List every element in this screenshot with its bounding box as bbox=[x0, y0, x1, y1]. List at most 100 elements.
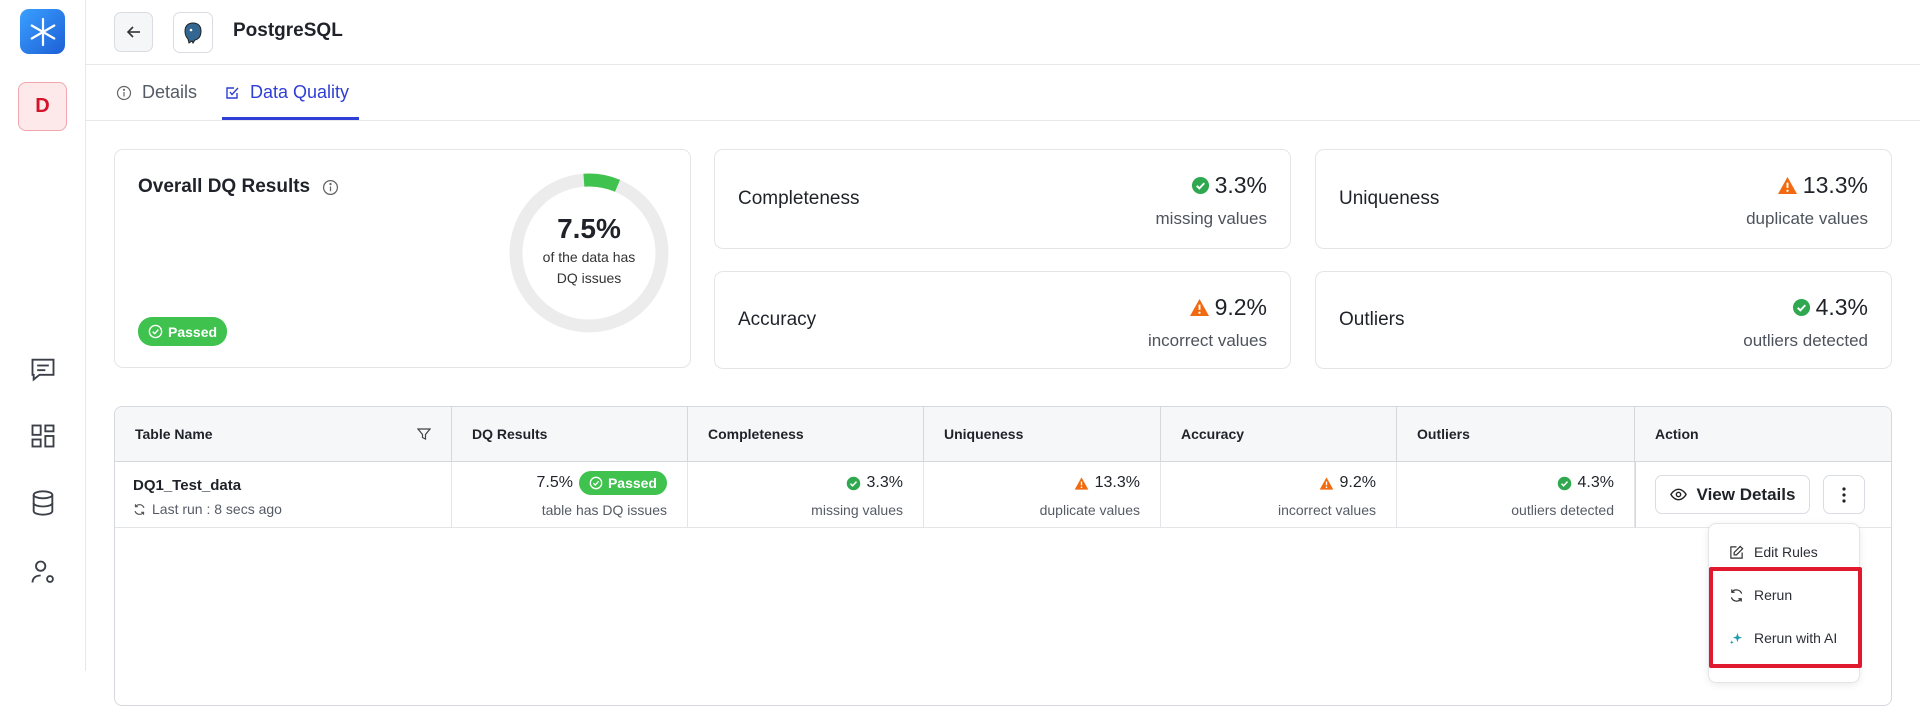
app: D PostgreSQL Details Data Quality Overal… bbox=[18, 0, 1920, 706]
shape bbox=[1796, 304, 1806, 312]
tab[interactable]: Data Quality bbox=[224, 82, 349, 103]
view-details-button[interactable]: View Details bbox=[1655, 475, 1810, 514]
column-header: Outliers bbox=[1397, 407, 1635, 462]
metric-value-wrap: 3.3% bbox=[1191, 172, 1267, 199]
table-cell: 13.3% duplicate values bbox=[924, 462, 1161, 528]
shape bbox=[32, 494, 54, 516]
menu-item[interactable]: Rerun bbox=[1729, 584, 1792, 606]
table-name: DQ1_Test_data bbox=[133, 477, 242, 494]
metric-card: Uniqueness 13.3% duplicate values bbox=[1315, 149, 1892, 249]
shape bbox=[1842, 492, 1846, 497]
shape bbox=[1080, 485, 1082, 488]
table-cell: 9.2% incorrect values bbox=[1161, 462, 1397, 528]
column-label: Completeness bbox=[708, 426, 804, 442]
shape bbox=[417, 428, 431, 440]
metric-value-wrap: 13.3% bbox=[1074, 474, 1140, 492]
menu-label: Rerun bbox=[1754, 587, 1793, 603]
action-menu: Edit Rules Rerun Rerun with AI bbox=[1708, 523, 1860, 683]
dashboard-icon[interactable] bbox=[29, 422, 57, 450]
overall-caption: of the data has DQ issues bbox=[542, 249, 636, 286]
shape bbox=[44, 424, 55, 433]
metric-card: Completeness 3.3% missing values bbox=[714, 149, 1291, 249]
metric-card: Outliers 4.3% outliers detected bbox=[1315, 271, 1892, 369]
status-text: Passed bbox=[168, 323, 218, 340]
metric-value: 9.2% bbox=[1339, 474, 1376, 491]
metric-name: Completeness bbox=[738, 188, 860, 209]
column-header: Uniqueness bbox=[924, 407, 1161, 462]
column-header: Completeness bbox=[688, 407, 924, 462]
table-cell: View Details bbox=[1635, 462, 1891, 528]
shape bbox=[1731, 588, 1735, 593]
warn-icon bbox=[1189, 298, 1209, 317]
metric-caption: outliers detected bbox=[1743, 331, 1868, 350]
metric-value-wrap: 4.3% bbox=[1792, 294, 1868, 321]
avatar[interactable]: D bbox=[18, 82, 67, 131]
check-icon bbox=[148, 324, 163, 339]
kebab-icon bbox=[1842, 486, 1846, 503]
donut-arc bbox=[509, 173, 669, 333]
menu-item[interactable]: Edit Rules bbox=[1729, 541, 1818, 563]
shape bbox=[44, 435, 55, 448]
user-settings-icon[interactable] bbox=[29, 558, 57, 586]
shape bbox=[1786, 189, 1789, 192]
shape bbox=[229, 87, 239, 96]
shape bbox=[1557, 476, 1571, 490]
shape bbox=[30, 17, 55, 46]
column-header: Table Name bbox=[115, 407, 452, 462]
last-run-text: Last run : 8 secs ago bbox=[152, 501, 282, 517]
overall-card: Overall DQ Results 7.5% of the data has … bbox=[114, 149, 691, 368]
metric-value-wrap: 3.3% bbox=[846, 474, 903, 492]
metric-caption: incorrect values bbox=[1147, 331, 1267, 350]
metric-caption: duplicate values bbox=[1746, 209, 1868, 228]
page: Data Quality {"header": {"title": "Postg… bbox=[18, 0, 1920, 706]
metric-value: 9.2% bbox=[1214, 294, 1267, 320]
more-button[interactable] bbox=[1823, 475, 1865, 514]
metric-name: Accuracy bbox=[738, 309, 817, 330]
shape bbox=[1325, 485, 1327, 488]
shape bbox=[1738, 597, 1742, 602]
shape bbox=[126, 26, 134, 38]
logo[interactable] bbox=[20, 9, 65, 54]
chat-icon[interactable] bbox=[29, 355, 57, 383]
shape bbox=[1675, 491, 1681, 498]
back-icon bbox=[126, 26, 140, 38]
tab-bar bbox=[86, 65, 1920, 121]
filter-icon[interactable] bbox=[417, 427, 431, 441]
column-header: Action bbox=[1635, 407, 1891, 462]
back-button[interactable] bbox=[114, 12, 153, 52]
overall-title: Overall DQ Results bbox=[138, 176, 311, 197]
shape bbox=[134, 503, 138, 507]
shape bbox=[323, 179, 339, 195]
shape bbox=[31, 358, 55, 382]
tab-label: Details bbox=[142, 82, 198, 102]
dq-caption: table has DQ issues bbox=[541, 502, 667, 518]
shape bbox=[148, 324, 163, 339]
shape bbox=[31, 424, 42, 436]
shape bbox=[1842, 498, 1846, 503]
metric-value-wrap: 9.2% bbox=[1319, 474, 1376, 492]
shape bbox=[1730, 596, 1742, 602]
shape bbox=[1195, 182, 1205, 190]
metric-value: 4.3% bbox=[1577, 474, 1614, 491]
dq-value: 7.5% bbox=[536, 474, 573, 491]
status-badge: Passed bbox=[578, 471, 667, 495]
edit-icon bbox=[1730, 545, 1744, 559]
metric-card: Accuracy 9.2% incorrect values bbox=[714, 271, 1291, 369]
tab[interactable]: Details bbox=[116, 82, 197, 103]
donut bbox=[509, 173, 669, 333]
menu-item[interactable]: Rerun with AI bbox=[1729, 627, 1837, 649]
column-label: Action bbox=[1655, 426, 1699, 442]
button-label: View Details bbox=[1696, 484, 1796, 504]
ok-icon bbox=[1792, 298, 1810, 317]
database-icon[interactable] bbox=[29, 489, 57, 517]
shape bbox=[122, 88, 126, 91]
dq-result: 7.5% Passed bbox=[536, 471, 667, 495]
info-icon[interactable] bbox=[322, 179, 339, 196]
last-run: Last run : 8 secs ago bbox=[133, 501, 282, 517]
shape bbox=[1730, 545, 1743, 559]
tab-label: Data Quality bbox=[250, 82, 350, 102]
status-text: Passed bbox=[607, 475, 657, 491]
shape bbox=[1197, 311, 1201, 314]
metric-value: 4.3% bbox=[1815, 294, 1868, 320]
ok-icon bbox=[846, 476, 860, 490]
